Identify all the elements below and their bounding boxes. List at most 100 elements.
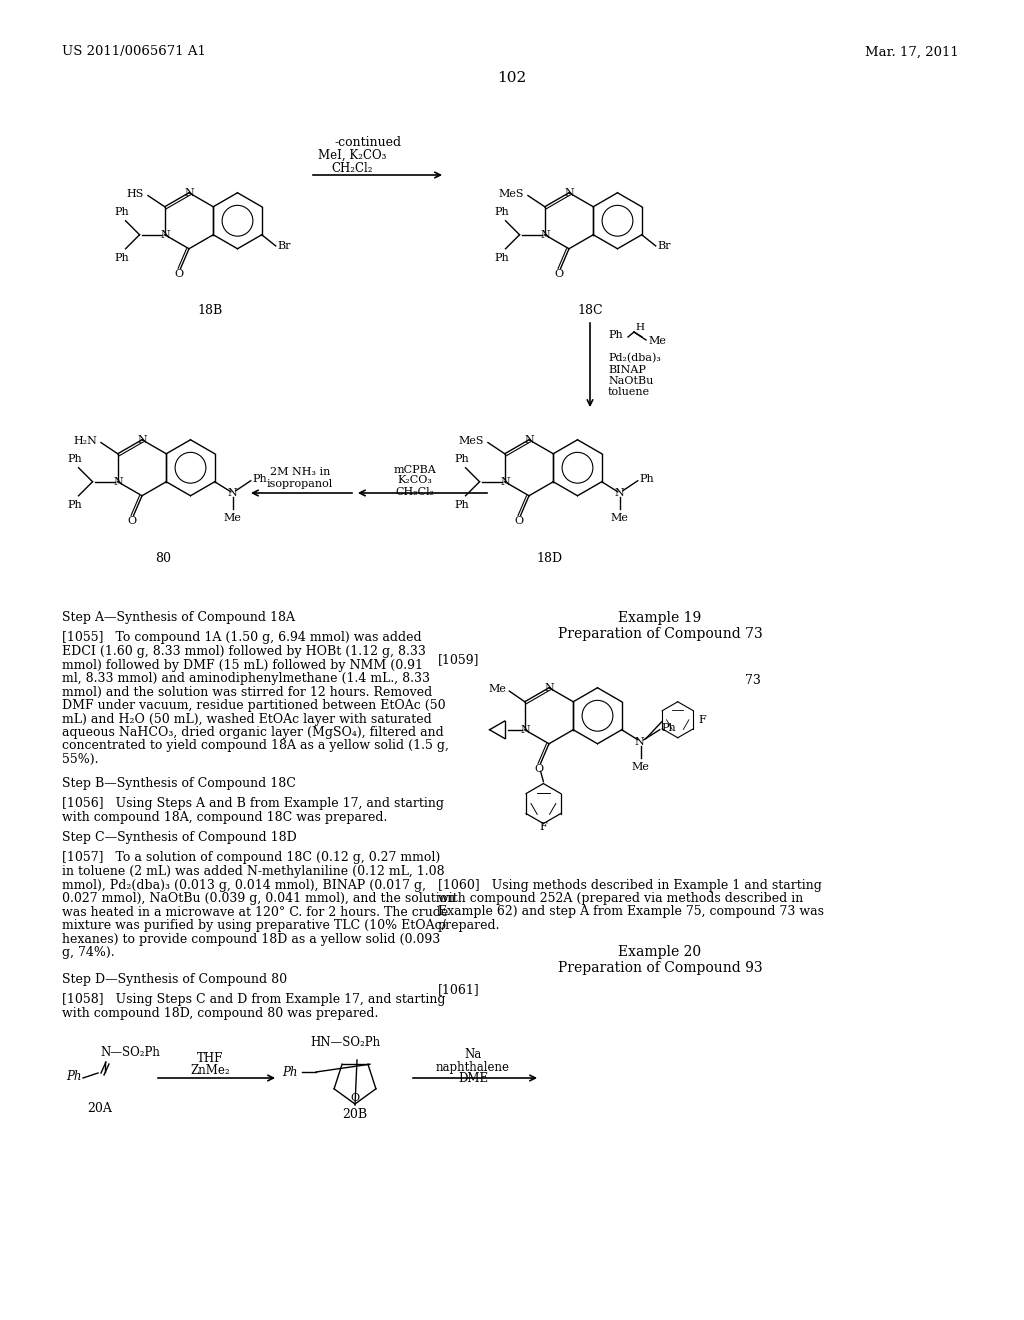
Text: Example 19: Example 19 bbox=[618, 611, 701, 624]
Text: 80: 80 bbox=[155, 552, 171, 565]
Text: O: O bbox=[350, 1093, 359, 1104]
Text: K₂CO₃: K₂CO₃ bbox=[397, 475, 432, 484]
Text: Me: Me bbox=[610, 512, 629, 523]
Text: [1056]   Using Steps A and B from Example 17, and starting: [1056] Using Steps A and B from Example … bbox=[62, 797, 444, 810]
Text: with compound 252A (prepared via methods described in: with compound 252A (prepared via methods… bbox=[438, 892, 803, 906]
Text: g, 74%).: g, 74%). bbox=[62, 946, 115, 960]
Text: 55%).: 55%). bbox=[62, 752, 98, 766]
Text: Ph: Ph bbox=[455, 454, 469, 463]
Text: N—SO₂Ph: N—SO₂Ph bbox=[100, 1045, 160, 1059]
Text: with compound 18D, compound 80 was prepared.: with compound 18D, compound 80 was prepa… bbox=[62, 1007, 379, 1020]
Text: [1055]   To compound 1A (1.50 g, 6.94 mmol) was added: [1055] To compound 1A (1.50 g, 6.94 mmol… bbox=[62, 631, 422, 644]
Text: H₂N: H₂N bbox=[73, 436, 97, 446]
Text: [1057]   To a solution of compound 18C (0.12 g, 0.27 mmol): [1057] To a solution of compound 18C (0.… bbox=[62, 851, 440, 865]
Text: N: N bbox=[137, 434, 146, 445]
Text: N: N bbox=[524, 434, 534, 445]
Text: Me: Me bbox=[224, 512, 242, 523]
Text: toluene: toluene bbox=[608, 387, 650, 397]
Text: Me: Me bbox=[632, 762, 649, 772]
Text: BINAP: BINAP bbox=[608, 366, 646, 375]
Text: [1060]   Using methods described in Example 1 and starting: [1060] Using methods described in Exampl… bbox=[438, 879, 822, 891]
Text: Br: Br bbox=[657, 242, 672, 251]
Text: N: N bbox=[501, 477, 511, 487]
Text: in toluene (2 mL) was added N-methylaniline (0.12 mL, 1.08: in toluene (2 mL) was added N-methylanil… bbox=[62, 865, 444, 878]
Text: Me: Me bbox=[648, 337, 666, 346]
Text: N: N bbox=[228, 488, 238, 498]
Text: mCPBA: mCPBA bbox=[393, 465, 436, 475]
Text: 2M NH₃ in: 2M NH₃ in bbox=[269, 467, 330, 477]
Text: naphthalene: naphthalene bbox=[436, 1060, 510, 1073]
Text: N: N bbox=[161, 230, 171, 240]
Text: Step B—Synthesis of Compound 18C: Step B—Synthesis of Compound 18C bbox=[62, 777, 296, 791]
Text: Ph: Ph bbox=[115, 207, 129, 216]
Text: 20A: 20A bbox=[88, 1101, 113, 1114]
Text: MeI, K₂CO₃: MeI, K₂CO₃ bbox=[317, 149, 386, 161]
Text: N: N bbox=[114, 477, 124, 487]
Text: Example 62) and step A from Example 75, compound 73 was: Example 62) and step A from Example 75, … bbox=[438, 906, 824, 919]
Text: Br: Br bbox=[278, 242, 291, 251]
Text: N: N bbox=[564, 187, 573, 198]
Text: N: N bbox=[521, 725, 530, 735]
Text: Ph: Ph bbox=[68, 500, 82, 510]
Text: Ph: Ph bbox=[253, 474, 267, 483]
Text: O: O bbox=[174, 269, 183, 280]
Text: Pd₂(dba)₃: Pd₂(dba)₃ bbox=[608, 352, 660, 363]
Text: Ph: Ph bbox=[495, 252, 509, 263]
Text: Ph: Ph bbox=[640, 474, 654, 483]
Text: 20B: 20B bbox=[342, 1109, 368, 1122]
Text: Step C—Synthesis of Compound 18D: Step C—Synthesis of Compound 18D bbox=[62, 832, 297, 845]
Text: 0.027 mmol), NaOtBu (0.039 g, 0.041 mmol), and the solution: 0.027 mmol), NaOtBu (0.039 g, 0.041 mmol… bbox=[62, 892, 456, 906]
Text: 18B: 18B bbox=[198, 304, 222, 317]
Text: CH₂Cl₂: CH₂Cl₂ bbox=[331, 161, 373, 174]
Text: HS: HS bbox=[127, 189, 144, 198]
Text: N: N bbox=[635, 737, 645, 747]
Text: Step A—Synthesis of Compound 18A: Step A—Synthesis of Compound 18A bbox=[62, 611, 295, 624]
Text: H: H bbox=[636, 323, 644, 333]
Text: O: O bbox=[127, 516, 136, 527]
Text: Mar. 17, 2011: Mar. 17, 2011 bbox=[865, 45, 958, 58]
Text: HN—SO₂Ph: HN—SO₂Ph bbox=[310, 1035, 380, 1048]
Text: [1061]: [1061] bbox=[438, 983, 480, 997]
Text: THF: THF bbox=[197, 1052, 223, 1064]
Text: N: N bbox=[614, 488, 625, 498]
Text: F: F bbox=[698, 714, 707, 725]
Text: ZnMe₂: ZnMe₂ bbox=[190, 1064, 229, 1077]
Text: Preparation of Compound 93: Preparation of Compound 93 bbox=[558, 961, 762, 975]
Text: mixture was purified by using preparative TLC (10% EtOAc/: mixture was purified by using preparativ… bbox=[62, 919, 445, 932]
Text: mmol), Pd₂(dba)₃ (0.013 g, 0.014 mmol), BINAP (0.017 g,: mmol), Pd₂(dba)₃ (0.013 g, 0.014 mmol), … bbox=[62, 879, 426, 891]
Text: hexanes) to provide compound 18D as a yellow solid (0.093: hexanes) to provide compound 18D as a ye… bbox=[62, 932, 440, 945]
Text: DMF under vacuum, residue partitioned between EtOAc (50: DMF under vacuum, residue partitioned be… bbox=[62, 700, 445, 711]
Text: 102: 102 bbox=[498, 71, 526, 84]
Text: Example 20: Example 20 bbox=[618, 945, 701, 960]
Text: Ph: Ph bbox=[455, 500, 469, 510]
Text: Ph: Ph bbox=[608, 330, 623, 341]
Text: MeS: MeS bbox=[499, 189, 524, 198]
Text: mmol) and the solution was stirred for 12 hours. Removed: mmol) and the solution was stirred for 1… bbox=[62, 685, 432, 698]
Text: Step D—Synthesis of Compound 80: Step D—Synthesis of Compound 80 bbox=[62, 974, 287, 986]
Text: with compound 18A, compound 18C was prepared.: with compound 18A, compound 18C was prep… bbox=[62, 810, 387, 824]
Text: Preparation of Compound 73: Preparation of Compound 73 bbox=[558, 627, 763, 642]
Text: O: O bbox=[554, 269, 563, 280]
Text: DME: DME bbox=[458, 1072, 488, 1085]
Text: [1058]   Using Steps C and D from Example 17, and starting: [1058] Using Steps C and D from Example … bbox=[62, 994, 445, 1006]
Text: -continued: -continued bbox=[335, 136, 401, 149]
Text: ml, 8.33 mmol) and aminodiphenylmethane (1.4 mL., 8.33: ml, 8.33 mmol) and aminodiphenylmethane … bbox=[62, 672, 430, 685]
Text: aqueous NaHCO₃, dried organic layer (MgSO₄), filtered and: aqueous NaHCO₃, dried organic layer (MgS… bbox=[62, 726, 443, 739]
Text: [1059]: [1059] bbox=[438, 653, 479, 667]
Text: N: N bbox=[544, 682, 554, 693]
Text: isopropanol: isopropanol bbox=[267, 479, 333, 488]
Text: concentrated to yield compound 18A as a yellow solid (1.5 g,: concentrated to yield compound 18A as a … bbox=[62, 739, 449, 752]
Text: 18C: 18C bbox=[578, 304, 603, 317]
Text: mL) and H₂O (50 mL), washed EtOAc layer with saturated: mL) and H₂O (50 mL), washed EtOAc layer … bbox=[62, 713, 432, 726]
Text: Me: Me bbox=[488, 684, 506, 694]
Text: N: N bbox=[541, 230, 551, 240]
Text: Ph: Ph bbox=[283, 1065, 298, 1078]
Text: prepared.: prepared. bbox=[438, 919, 501, 932]
Text: Ph: Ph bbox=[67, 1071, 82, 1084]
Text: 73: 73 bbox=[745, 673, 761, 686]
Text: Ph: Ph bbox=[115, 252, 129, 263]
Text: MeS: MeS bbox=[459, 436, 484, 446]
Text: EDCI (1.60 g, 8.33 mmol) followed by HOBt (1.12 g, 8.33: EDCI (1.60 g, 8.33 mmol) followed by HOB… bbox=[62, 645, 426, 657]
Text: O: O bbox=[514, 516, 523, 527]
Text: NaOtBu: NaOtBu bbox=[608, 376, 653, 385]
